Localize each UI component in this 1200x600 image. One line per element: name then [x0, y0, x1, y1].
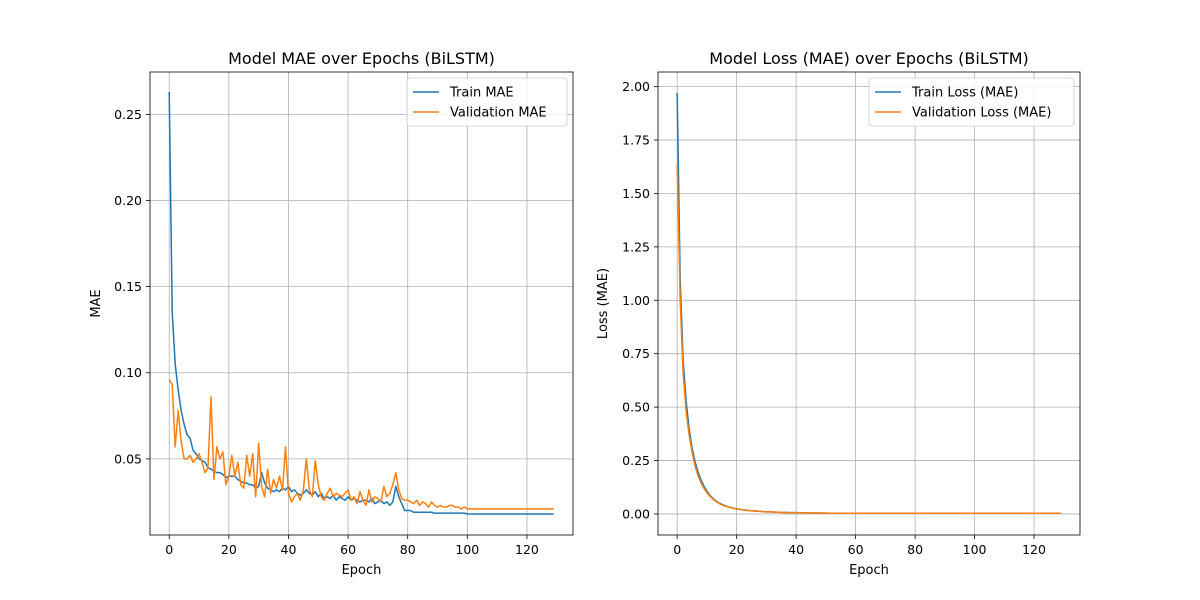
y-tick-label: 1.00 [622, 293, 650, 308]
x-axis-label: Epoch [849, 563, 889, 578]
x-tick-label: 120 [1022, 542, 1046, 557]
y-axis-label: Loss (MAE) [596, 268, 611, 339]
y-axis-label: MAE [89, 289, 104, 317]
y-tick-label: 0.20 [114, 193, 142, 208]
y-tick-label: 0.25 [622, 453, 650, 468]
legend-label: Validation Loss (MAE) [912, 106, 1051, 121]
series-line-validation-loss-mae [676, 163, 1061, 515]
legend-label: Train Loss (MAE) [911, 86, 1018, 101]
y-tick-label: 1.25 [622, 239, 650, 254]
axes-frame [657, 71, 1081, 536]
x-tick-label: 40 [281, 542, 297, 557]
chart-title: Model MAE over Epochs (BiLSTM) [228, 49, 495, 68]
legend-box [406, 77, 568, 127]
y-tick-label: 0.10 [114, 365, 142, 380]
series-line-validation-mae [168, 379, 554, 510]
x-tick-label: 80 [400, 542, 416, 557]
y-tick-label: 0.05 [114, 451, 142, 466]
y-tick-label: 2.00 [622, 79, 650, 94]
chart-title: Model Loss (MAE) over Epochs (BiLSTM) [709, 49, 1028, 68]
x-tick-label: 120 [515, 542, 539, 557]
legend: Train Loss (MAE) Validation Loss (MAE) [868, 77, 1075, 127]
x-tick-label: 80 [907, 542, 923, 557]
legend-box [868, 77, 1075, 127]
x-tick-label: 0 [673, 542, 681, 557]
y-tick-label: 0.15 [114, 279, 142, 294]
x-tick-label: 60 [848, 542, 864, 557]
y-tick-label: 1.75 [622, 133, 650, 148]
x-tick-label: 100 [963, 542, 987, 557]
legend-label: Validation MAE [450, 106, 547, 121]
legend-label: Train MAE [449, 86, 514, 101]
x-tick-label: 20 [221, 542, 237, 557]
x-tick-label: 40 [788, 542, 804, 557]
series-line-train-mae [168, 91, 554, 515]
y-tick-label: 0.75 [622, 346, 650, 361]
axes-frame [149, 71, 574, 536]
x-tick-label: 0 [165, 542, 173, 557]
legend: Train MAE Validation MAE [406, 77, 568, 127]
x-tick-label: 60 [340, 542, 356, 557]
x-axis-label: Epoch [342, 563, 382, 578]
y-tick-label: 0.50 [622, 400, 650, 415]
y-tick-label: 1.50 [622, 186, 650, 201]
subplot-1: 0 20 40 60 80 100 120 0.05 0.10 0.15 0.20 0.25 Model… [89, 49, 574, 578]
y-tick-label: 0.25 [114, 107, 142, 122]
x-tick-label: 20 [729, 542, 745, 557]
x-tick-label: 100 [455, 542, 479, 557]
y-tick-label: 0.00 [622, 506, 650, 521]
subplot-2: 0 20 40 60 80 100 120 0.00 0.25 0.50 0.75 1.00 1.25 1… [596, 49, 1081, 578]
